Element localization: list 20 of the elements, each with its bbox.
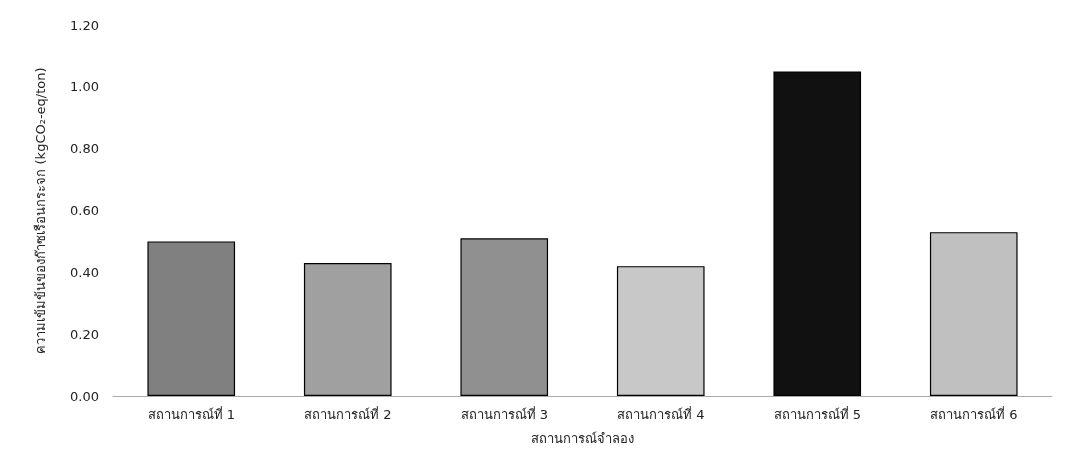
x-tick-label: สถานการณ์ที่ 3: [460, 406, 548, 422]
y-tick-label: 0.80: [70, 141, 99, 157]
x-axis-title: สถานการณ์จำลอง: [531, 431, 634, 446]
y-tick-label: 0.00: [70, 388, 99, 404]
bar: [147, 241, 236, 396]
bar: [929, 232, 1018, 396]
bar: [773, 71, 862, 396]
y-tick-label: 1.20: [70, 17, 99, 33]
x-tick-label: สถานการณ์ที่ 6: [930, 406, 1018, 422]
y-axis-title: ความเข้มข้นของก๊าซเรือนกระจก (kgCO₂-eq/ton): [33, 67, 48, 354]
x-tick-label: สถานการณ์ที่ 1: [147, 406, 235, 422]
x-tick-label: สถานการณ์ที่ 2: [304, 406, 392, 422]
y-tick-label: 0.20: [70, 326, 99, 342]
y-tick-label: 0.60: [70, 203, 99, 218]
x-tick-label: สถานการณ์ที่ 4: [617, 406, 705, 422]
y-tick-label: 0.40: [70, 264, 99, 280]
bar: [460, 238, 549, 396]
y-tick-label: 1.00: [70, 79, 99, 95]
bar: [616, 266, 705, 396]
x-tick-label: สถานการณ์ที่ 5: [773, 406, 861, 422]
